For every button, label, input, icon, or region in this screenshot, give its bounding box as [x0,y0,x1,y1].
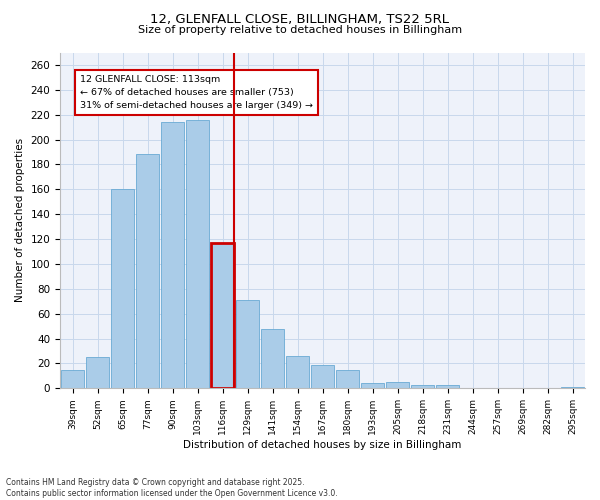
Bar [86,358,109,388]
X-axis label: Distribution of detached houses by size in Billingham: Distribution of detached houses by size … [184,440,462,450]
Bar [286,356,309,388]
Bar [161,122,184,388]
Text: 12, GLENFALL CLOSE, BILLINGHAM, TS22 5RL: 12, GLENFALL CLOSE, BILLINGHAM, TS22 5RL [151,12,449,26]
Bar [561,387,584,388]
Bar [261,328,284,388]
Y-axis label: Number of detached properties: Number of detached properties [15,138,25,302]
Bar [336,370,359,388]
Text: Contains HM Land Registry data © Crown copyright and database right 2025.
Contai: Contains HM Land Registry data © Crown c… [6,478,338,498]
Bar [311,364,334,388]
Bar [111,190,134,388]
Text: 12 GLENFALL CLOSE: 113sqm
← 67% of detached houses are smaller (753)
31% of semi: 12 GLENFALL CLOSE: 113sqm ← 67% of detac… [80,75,313,110]
Bar [361,384,384,388]
Bar [411,384,434,388]
Bar [236,300,259,388]
Bar [61,370,84,388]
Bar [186,120,209,388]
Bar [436,384,459,388]
Bar [211,243,234,388]
Text: Size of property relative to detached houses in Billingham: Size of property relative to detached ho… [138,25,462,35]
Bar [136,154,159,388]
Bar [386,382,409,388]
